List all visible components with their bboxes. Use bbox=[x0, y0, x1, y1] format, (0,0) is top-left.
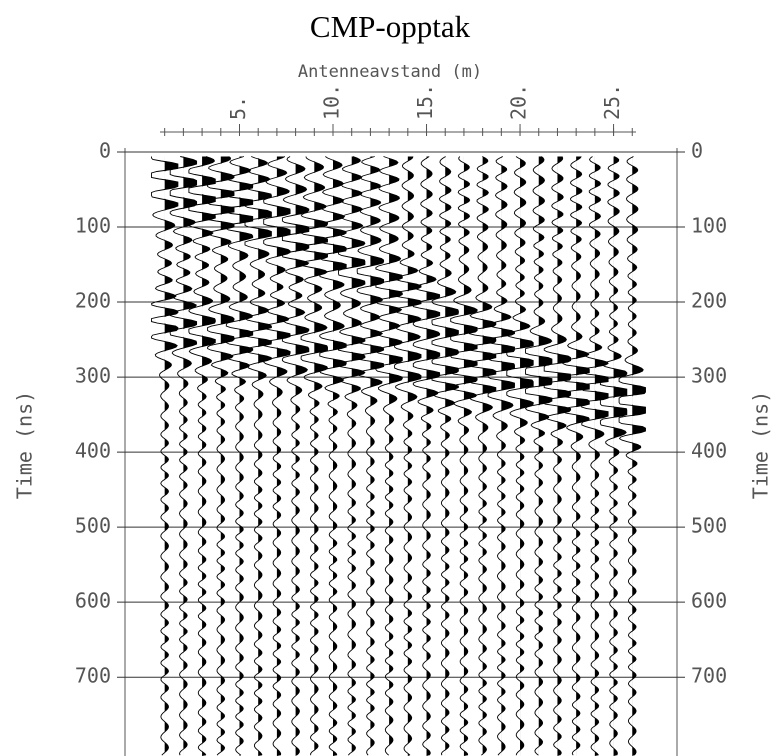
trace-fill bbox=[239, 156, 253, 756]
y-tick-label-right: 500 bbox=[691, 514, 727, 538]
trace bbox=[169, 156, 198, 756]
x-tick-label: 10. bbox=[320, 84, 344, 120]
trace bbox=[394, 156, 422, 756]
x-tick-label: 20. bbox=[507, 84, 531, 120]
trace bbox=[581, 156, 609, 756]
trace bbox=[225, 156, 254, 756]
trace bbox=[431, 156, 459, 756]
trace bbox=[506, 156, 534, 756]
x-tick-label: 5. bbox=[226, 96, 250, 120]
trace bbox=[468, 156, 497, 756]
y-tick-label: 400 bbox=[75, 439, 111, 463]
y-axis-label-right: Time (ns) bbox=[749, 391, 773, 499]
trace-fill bbox=[314, 156, 328, 756]
trace bbox=[244, 156, 272, 756]
y-tick-label: 300 bbox=[75, 364, 111, 388]
trace bbox=[524, 156, 553, 756]
trace bbox=[487, 156, 515, 756]
x-tick-label: 15. bbox=[413, 84, 437, 120]
trace bbox=[412, 156, 441, 756]
trace bbox=[319, 156, 347, 756]
trace bbox=[300, 156, 329, 756]
trace-fill bbox=[183, 156, 197, 756]
trace bbox=[281, 156, 310, 756]
trace bbox=[150, 156, 179, 756]
trace-fill bbox=[501, 156, 515, 756]
y-tick-label: 100 bbox=[75, 214, 111, 238]
trace bbox=[543, 156, 572, 756]
trace bbox=[618, 156, 646, 756]
trace bbox=[562, 156, 590, 756]
trace bbox=[207, 156, 235, 756]
y-tick-label-right: 400 bbox=[691, 439, 727, 463]
y-tick-label-right: 600 bbox=[691, 589, 727, 613]
trace-fill bbox=[333, 156, 347, 756]
trace bbox=[356, 156, 385, 756]
trace-fill bbox=[594, 156, 609, 756]
y-tick-label-right: 300 bbox=[691, 364, 727, 388]
chart-title: CMP-opptak bbox=[310, 9, 471, 44]
y-tick-label-right: 700 bbox=[691, 664, 727, 688]
y-axis-label: Time (ns) bbox=[13, 391, 37, 499]
y-tick-label: 200 bbox=[75, 289, 111, 313]
x-axis-label: Antenneavstand (m) bbox=[298, 62, 482, 82]
y-tick-label: 0 bbox=[99, 139, 111, 163]
trace-fill bbox=[351, 156, 365, 756]
trace-fill bbox=[520, 156, 534, 756]
trace-fill bbox=[202, 156, 216, 756]
trace bbox=[338, 156, 366, 756]
trace bbox=[263, 156, 291, 756]
trace-fill bbox=[482, 156, 496, 756]
y-tick-label: 600 bbox=[75, 589, 111, 613]
trace bbox=[450, 156, 478, 756]
x-tick-label: 25. bbox=[600, 84, 624, 120]
trace bbox=[375, 156, 403, 756]
trace-fill bbox=[576, 156, 590, 756]
trace-fill bbox=[389, 156, 403, 756]
trace-fill bbox=[276, 156, 291, 756]
trace-fill bbox=[407, 156, 421, 756]
trace bbox=[188, 156, 216, 756]
y-tick-label-right: 0 bbox=[691, 139, 703, 163]
y-tick-label-right: 200 bbox=[691, 289, 727, 313]
y-tick-label: 700 bbox=[75, 664, 111, 688]
y-tick-label-right: 100 bbox=[691, 214, 727, 238]
trace-fill bbox=[445, 156, 459, 756]
trace bbox=[599, 156, 628, 756]
y-tick-label: 500 bbox=[75, 514, 111, 538]
